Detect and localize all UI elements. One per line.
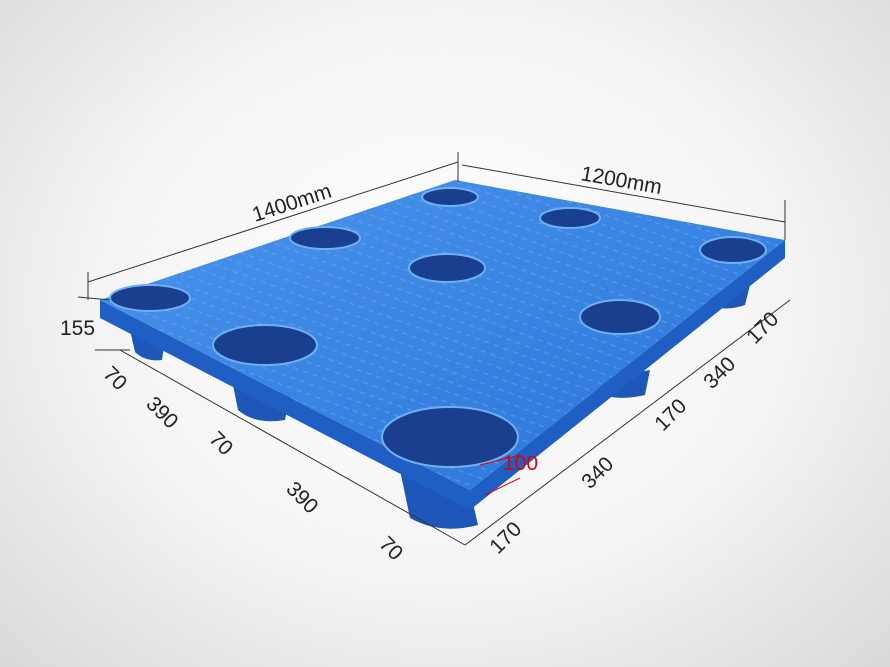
left-dim-3: 70	[204, 427, 237, 460]
right-dim-1: 170	[742, 307, 783, 348]
pallet-side	[100, 240, 785, 510]
pallet-holes	[109, 187, 767, 468]
right-dim-4: 340	[577, 452, 618, 493]
left-dim-4: 390	[281, 477, 322, 518]
left-dim-2: 390	[141, 392, 182, 433]
dimension-lines	[77, 152, 791, 546]
right-dim-2: 340	[699, 352, 740, 393]
foot-height-label: 100	[503, 452, 538, 475]
right-dim-5: 170	[485, 517, 526, 558]
length-label: 1400mm	[249, 180, 334, 227]
left-dim-1: 70	[98, 362, 131, 395]
left-dim-5: 70	[374, 532, 407, 565]
height-label: 155	[60, 317, 95, 340]
